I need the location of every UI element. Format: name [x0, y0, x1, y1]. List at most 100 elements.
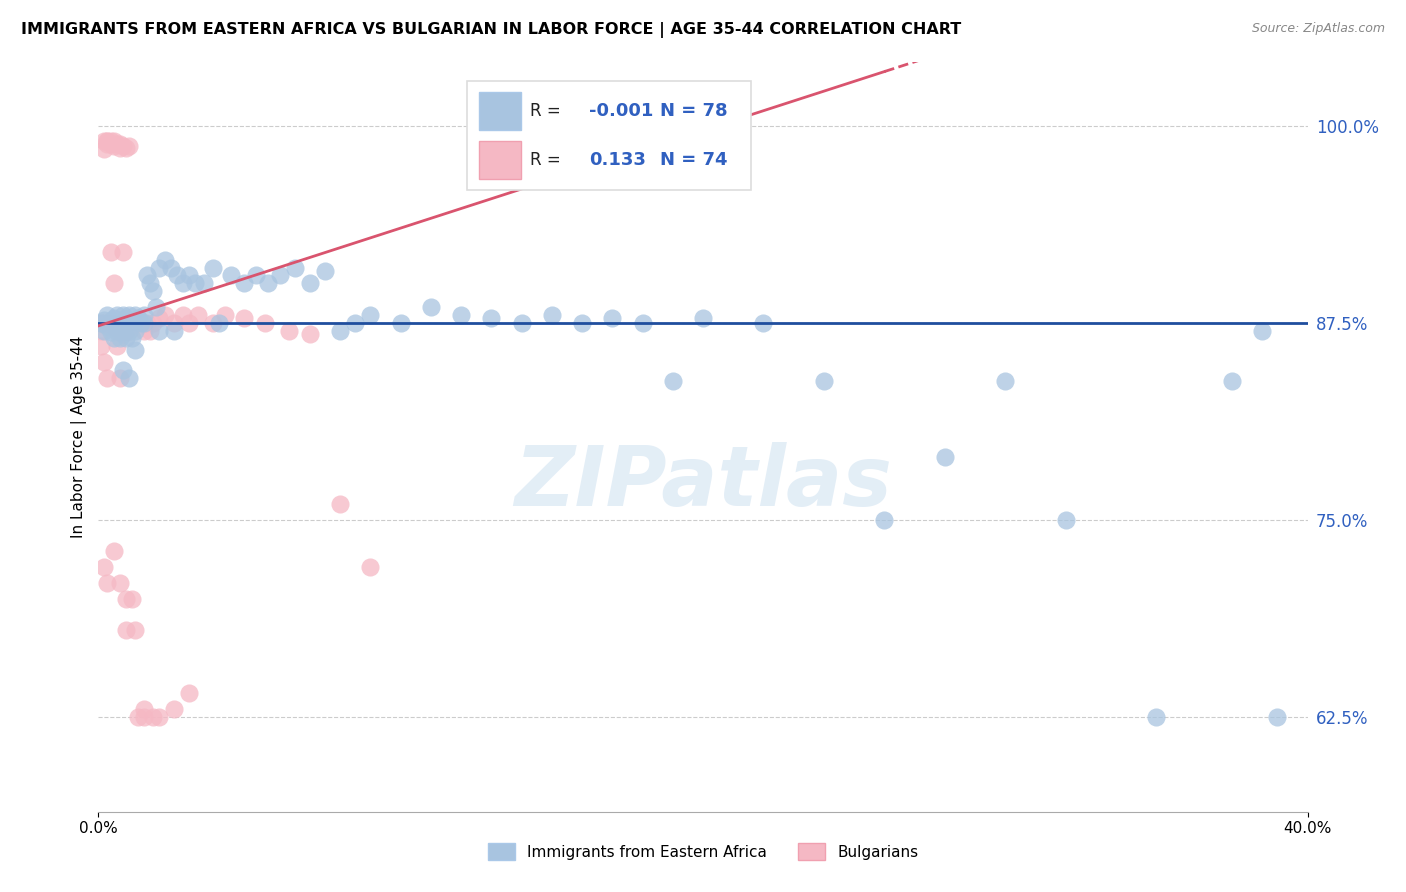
Point	[111, 324, 134, 338]
Point	[179, 268, 201, 283]
Point	[163, 702, 186, 716]
Point	[692, 310, 714, 325]
Point	[124, 308, 146, 322]
Point	[166, 268, 188, 283]
Point	[114, 140, 136, 154]
Point	[142, 284, 165, 298]
Point	[132, 316, 155, 330]
Point	[148, 260, 170, 275]
Point	[193, 277, 215, 291]
Point	[163, 316, 186, 330]
Point	[105, 137, 128, 152]
Point	[360, 308, 382, 322]
Point	[256, 277, 278, 291]
Point	[132, 702, 155, 716]
Point	[602, 310, 624, 325]
Point	[96, 134, 118, 148]
Point	[329, 497, 352, 511]
Point	[253, 316, 276, 330]
Point	[103, 310, 125, 325]
Point	[148, 310, 170, 325]
Point	[121, 331, 143, 345]
Point	[277, 324, 299, 338]
Point	[142, 316, 165, 330]
Point	[631, 316, 654, 330]
Point	[344, 316, 367, 330]
Point	[420, 300, 443, 314]
Point	[360, 560, 382, 574]
Point	[752, 316, 775, 330]
Point	[90, 316, 112, 330]
Point	[111, 326, 134, 341]
Point	[103, 544, 125, 558]
Point	[100, 314, 122, 328]
Point	[179, 686, 201, 700]
Point	[90, 316, 112, 330]
Point	[202, 260, 225, 275]
Point	[269, 268, 291, 283]
Point	[132, 308, 155, 322]
Point	[108, 331, 131, 345]
Point	[245, 268, 267, 283]
Point	[100, 244, 122, 259]
Point	[105, 339, 128, 353]
Point	[96, 308, 118, 322]
Point	[111, 363, 134, 377]
Point	[139, 324, 162, 338]
Point	[1144, 710, 1167, 724]
Point	[114, 324, 136, 338]
Point	[124, 624, 146, 638]
Point	[163, 324, 186, 338]
Point	[142, 710, 165, 724]
Point	[96, 371, 118, 385]
Point	[145, 300, 167, 314]
Point	[121, 591, 143, 606]
Point	[934, 450, 956, 464]
Point	[214, 308, 236, 322]
Point	[221, 268, 243, 283]
Point	[329, 324, 352, 338]
Point	[127, 310, 149, 325]
Point	[232, 310, 254, 325]
Point	[93, 312, 115, 326]
Point	[96, 316, 118, 330]
Point	[813, 374, 835, 388]
Point	[172, 308, 194, 322]
Point	[232, 277, 254, 291]
Point	[124, 343, 146, 357]
Point	[103, 134, 125, 148]
Point	[111, 308, 134, 322]
Point	[299, 326, 322, 341]
Point	[314, 263, 336, 277]
Point	[103, 277, 125, 291]
Point	[299, 277, 322, 291]
Point	[93, 142, 115, 156]
Point	[100, 134, 122, 148]
Point	[93, 560, 115, 574]
Point	[450, 308, 472, 322]
Point	[118, 324, 141, 338]
Point	[121, 314, 143, 328]
Point	[160, 260, 183, 275]
Point	[148, 324, 170, 338]
Point	[111, 244, 134, 259]
Point	[111, 139, 134, 153]
Point	[108, 316, 131, 330]
Point	[202, 316, 225, 330]
Text: ZIPatlas: ZIPatlas	[515, 442, 891, 523]
Point	[121, 316, 143, 330]
Point	[96, 137, 118, 152]
Point	[127, 710, 149, 724]
Point	[124, 324, 146, 338]
Point	[118, 316, 141, 330]
Legend: Immigrants from Eastern Africa, Bulgarians: Immigrants from Eastern Africa, Bulgaria…	[488, 843, 918, 860]
Point	[105, 324, 128, 338]
Point	[139, 277, 162, 291]
Point	[510, 316, 533, 330]
Point	[540, 308, 562, 322]
Point	[105, 324, 128, 338]
Point	[93, 134, 115, 148]
Point	[118, 308, 141, 322]
Point	[100, 137, 122, 152]
Point	[179, 316, 201, 330]
